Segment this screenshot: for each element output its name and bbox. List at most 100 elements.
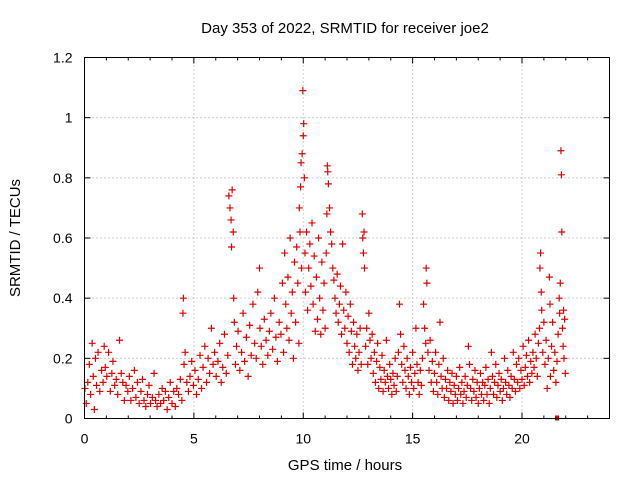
data-point (460, 387, 468, 395)
data-point (561, 369, 569, 377)
data-point (510, 375, 518, 383)
data-point (509, 348, 517, 356)
data-point (375, 384, 383, 392)
data-point (393, 372, 401, 380)
data-point (298, 264, 305, 272)
data-point (549, 318, 557, 326)
data-point (211, 348, 219, 356)
data-point (307, 282, 315, 290)
data-point (219, 363, 227, 371)
data-point (373, 357, 381, 365)
data-point (228, 186, 236, 194)
data-point (548, 342, 556, 350)
data-point (283, 324, 291, 332)
data-point (119, 378, 127, 386)
data-point (561, 315, 569, 323)
data-point (338, 330, 346, 338)
y-tick-label: 0.2 (53, 350, 73, 366)
data-point (99, 378, 107, 386)
data-point (292, 318, 300, 326)
data-point (300, 174, 308, 182)
data-point (288, 288, 296, 296)
data-point (499, 384, 507, 392)
data-point (178, 396, 186, 404)
data-point (304, 306, 312, 314)
data-point (347, 327, 355, 335)
data-point (158, 384, 166, 392)
data-point (425, 366, 433, 374)
data-point (421, 324, 429, 332)
data-point (308, 219, 316, 227)
data-point (484, 375, 492, 383)
data-point (482, 363, 490, 371)
data-point (362, 342, 370, 350)
data-point (450, 381, 458, 389)
data-point (363, 324, 371, 332)
data-point (468, 396, 476, 404)
data-point (471, 366, 479, 374)
data-point (239, 309, 247, 317)
data-point (486, 384, 494, 392)
data-point (355, 348, 363, 356)
data-point (404, 372, 412, 380)
data-point (514, 378, 522, 386)
data-point (350, 318, 358, 326)
data-point (275, 318, 283, 326)
data-point (553, 357, 561, 365)
data-point (180, 360, 188, 368)
data-point (241, 357, 249, 365)
data-point (311, 327, 319, 335)
data-point (472, 393, 480, 401)
data-point (340, 306, 348, 314)
data-point (530, 363, 538, 371)
data-point (462, 393, 470, 401)
data-point (122, 381, 130, 389)
data-point (389, 369, 397, 377)
data-point (155, 390, 163, 398)
data-point (188, 357, 196, 365)
data-point (262, 336, 270, 344)
data-point (96, 387, 104, 395)
data-point (236, 366, 244, 374)
data-point (301, 288, 309, 296)
data-point (381, 378, 389, 386)
data-point (557, 171, 565, 179)
data-point (446, 378, 454, 386)
data-point (495, 369, 503, 377)
data-point (309, 300, 317, 308)
data-point (511, 387, 519, 395)
data-point (456, 363, 464, 371)
data-point (463, 381, 471, 389)
data-point (529, 348, 537, 356)
y-tick-label: 0.6 (53, 230, 73, 246)
x-axis-label: GPS time / hours (288, 457, 402, 474)
data-point (339, 240, 347, 248)
data-point (345, 348, 353, 356)
data-point (265, 327, 273, 335)
data-point (394, 348, 402, 356)
data-point (385, 384, 393, 392)
data-point (230, 318, 238, 326)
data-point (556, 309, 564, 317)
data-point (469, 375, 477, 383)
data-point (133, 378, 141, 386)
data-point (412, 324, 420, 332)
data-point (105, 348, 113, 356)
data-point (550, 366, 558, 374)
data-point (544, 354, 552, 362)
data-point (457, 390, 465, 398)
data-point (370, 348, 378, 356)
data-point (367, 354, 375, 362)
data-point (348, 360, 356, 368)
data-point (351, 342, 359, 350)
data-point (378, 351, 386, 359)
data-point (201, 342, 209, 350)
data-point (459, 399, 467, 407)
data-point (560, 306, 568, 314)
data-point (222, 369, 230, 377)
data-point (157, 399, 165, 407)
data-point (226, 204, 234, 212)
data-point (540, 318, 548, 326)
data-point (150, 369, 158, 377)
data-point (295, 339, 303, 347)
